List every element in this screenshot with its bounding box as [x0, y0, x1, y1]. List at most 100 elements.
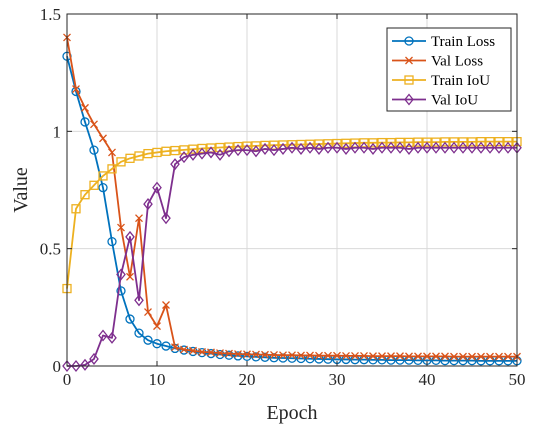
train-iou-point: [197, 143, 207, 154]
train-loss-point: [296, 353, 306, 364]
val-iou-point: [125, 230, 135, 243]
train-iou-point: [449, 137, 459, 147]
train-loss-point: [98, 183, 108, 193]
legend-label: Train IoU: [431, 73, 490, 89]
train-loss-point: [161, 341, 171, 351]
val-iou-point: [422, 141, 432, 154]
val-loss-point: [180, 345, 188, 354]
val-loss-point: [243, 350, 251, 359]
val-iou-point: [89, 352, 99, 366]
val-iou-point: [62, 359, 72, 373]
val-iou-point: [368, 142, 378, 155]
train-iou-point: [503, 137, 513, 147]
train-iou-point: [287, 140, 297, 150]
train-iou-point: [422, 137, 432, 147]
train-iou-point: [71, 204, 81, 214]
train-iou-point: [170, 145, 180, 156]
val-iou-point: [386, 141, 396, 154]
val-loss-point: [450, 352, 458, 361]
val-iou-point: [458, 141, 468, 154]
val-iou-point: [305, 141, 315, 154]
legend-item-val-iou: Val IoU: [392, 93, 478, 109]
val-loss-point: [423, 352, 431, 361]
train-iou-point: [413, 137, 423, 147]
val-loss-series: [63, 33, 521, 361]
val-iou-point: [503, 141, 513, 154]
train-iou-point: [107, 164, 117, 174]
train-loss-point: [287, 353, 297, 363]
val-iou-point: [413, 141, 423, 154]
val-loss-point: [234, 350, 242, 358]
y-tick-label: 1.5: [40, 5, 61, 24]
train-loss-point: [269, 353, 279, 363]
train-iou-point: [269, 140, 279, 150]
val-loss-point: [396, 352, 404, 361]
val-loss-point: [342, 351, 350, 360]
train-iou-point: [125, 153, 135, 163]
train-iou-point: [467, 137, 477, 147]
val-iou-point: [341, 142, 351, 155]
val-loss-point: [369, 352, 377, 361]
train-iou-point: [341, 138, 351, 148]
val-loss-point: [225, 349, 233, 358]
val-iou-point: [215, 148, 225, 161]
train-iou-point: [404, 137, 414, 148]
legend-marker: [404, 93, 414, 106]
train-iou-line: [66, 140, 517, 289]
val-iou-line: [67, 146, 517, 367]
val-iou-point: [143, 198, 153, 211]
train-loss-point: [134, 328, 144, 338]
train-iou-point: [80, 190, 90, 200]
val-loss-point: [297, 351, 305, 360]
train-iou-point: [179, 145, 189, 155]
val-iou-point: [296, 142, 306, 155]
axis-ticks: [66, 13, 518, 367]
train-iou-point: [476, 137, 486, 147]
train-loss-point: [152, 339, 162, 349]
val-iou-point: [197, 147, 207, 160]
train-loss-point: [233, 351, 243, 361]
val-loss-point: [306, 351, 314, 360]
train-iou-point: [188, 144, 198, 154]
train-loss-point: [125, 314, 135, 324]
val-iou-point: [170, 158, 180, 171]
train-iou-point: [440, 137, 450, 147]
legend-item-val-loss: Val Loss: [392, 54, 483, 70]
val-iou-point: [449, 141, 459, 154]
x-tick-label: 10: [149, 370, 166, 389]
train-iou-point: [89, 180, 99, 190]
val-iou-point: [206, 146, 216, 159]
val-iou-point: [152, 181, 162, 194]
train-loss-point: [80, 117, 90, 127]
val-loss-point: [378, 352, 386, 361]
val-loss-point: [504, 352, 512, 361]
val-iou-point: [404, 142, 414, 155]
legend-item-train-loss: Train Loss: [392, 34, 495, 50]
x-tick-label: 40: [419, 370, 436, 389]
legend-label: Val IoU: [431, 93, 478, 109]
train-iou-point: [494, 137, 504, 147]
val-loss-point: [288, 351, 296, 360]
x-tick-label: 50: [509, 370, 526, 389]
legend-label: Val Loss: [431, 54, 483, 70]
train-iou-point: [431, 137, 441, 147]
val-iou-point: [116, 268, 126, 281]
val-iou-point: [134, 294, 144, 307]
val-loss-point: [126, 272, 134, 281]
val-loss-point: [189, 346, 197, 355]
val-iou-point: [233, 144, 243, 157]
val-loss-point: [117, 223, 125, 232]
val-loss-point: [153, 322, 161, 331]
val-loss-point: [270, 351, 278, 359]
train-loss-point: [224, 350, 234, 360]
val-loss-point: [360, 351, 368, 360]
train-loss-point: [242, 351, 252, 362]
legend-label: Train Loss: [431, 34, 495, 50]
val-loss-point: [72, 85, 80, 94]
train-iou-point: [395, 137, 405, 148]
val-iou-point: [98, 329, 108, 342]
plot-frame: [66, 13, 518, 367]
train-iou-point: [386, 137, 396, 148]
train-iou-point: [251, 141, 261, 151]
val-iou-point: [161, 212, 171, 225]
